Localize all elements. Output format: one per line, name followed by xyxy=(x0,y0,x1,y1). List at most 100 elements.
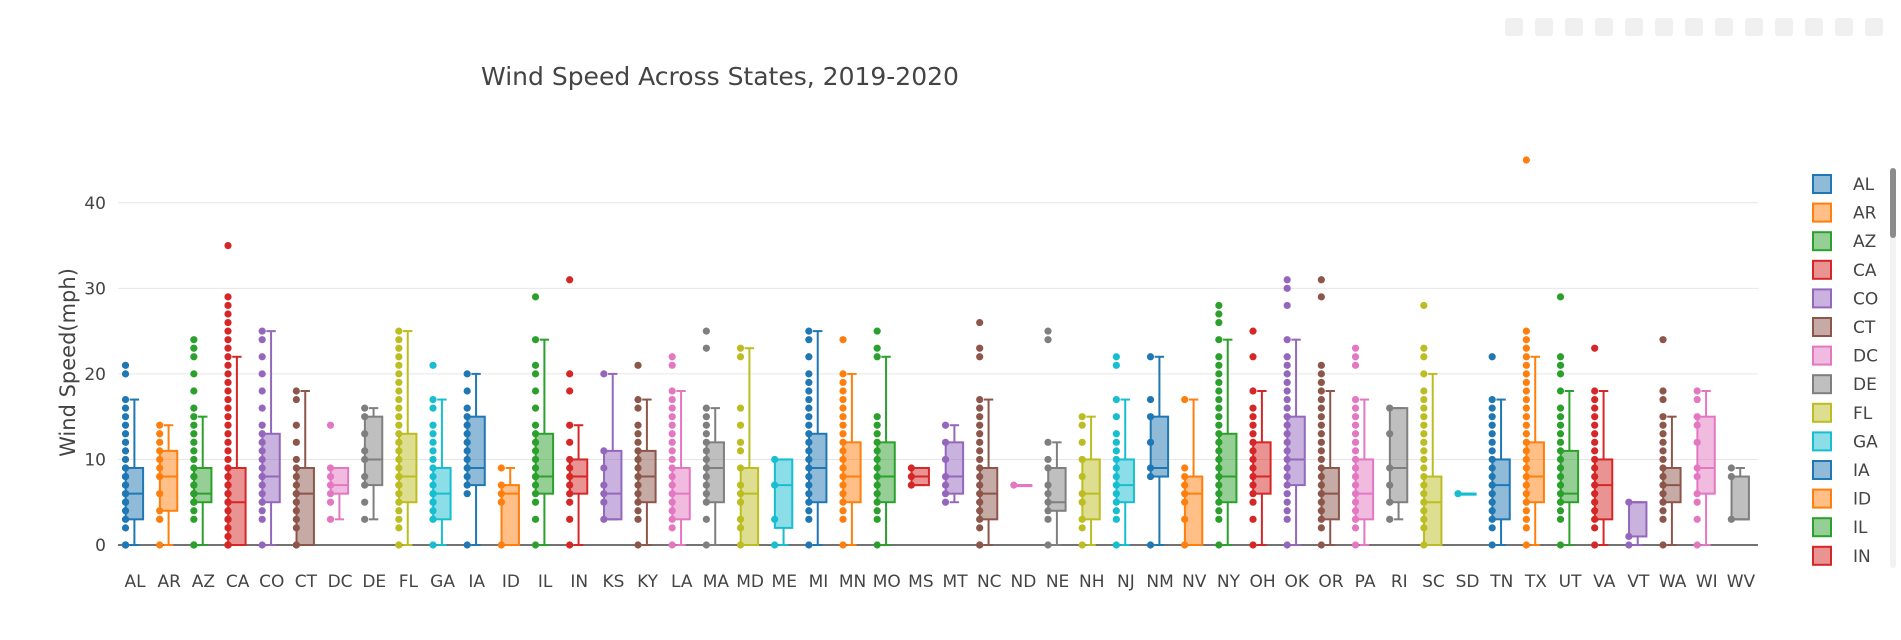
reset-axes-icon[interactable] xyxy=(1745,18,1763,36)
zoom-in-icon[interactable] xyxy=(1655,18,1673,36)
data-point xyxy=(839,438,847,446)
box-select-icon[interactable] xyxy=(1595,18,1613,36)
hover-compare-icon[interactable] xyxy=(1835,18,1853,36)
data-point xyxy=(224,421,232,429)
data-point xyxy=(429,421,437,429)
camera-icon[interactable] xyxy=(1505,18,1523,36)
data-point xyxy=(395,336,403,344)
data-point xyxy=(1283,481,1291,489)
data-point xyxy=(634,498,642,506)
data-point xyxy=(1078,472,1086,481)
data-point xyxy=(634,490,642,498)
data-point xyxy=(1317,472,1325,481)
data-point xyxy=(976,464,984,472)
pan-icon[interactable] xyxy=(1565,18,1583,36)
data-point xyxy=(976,541,984,549)
data-point xyxy=(1215,541,1223,549)
data-point xyxy=(224,378,232,387)
data-point xyxy=(839,464,847,472)
data-point xyxy=(292,541,300,549)
data-point xyxy=(1283,378,1291,387)
legend-scrollbar[interactable] xyxy=(1890,168,1896,568)
data-point xyxy=(1420,430,1428,438)
x-tick-label: NE xyxy=(1046,572,1069,592)
plotly-logo-icon[interactable] xyxy=(1865,18,1883,36)
data-point xyxy=(1693,464,1701,472)
data-point xyxy=(1659,447,1667,455)
data-point xyxy=(805,395,813,404)
data-point xyxy=(395,472,403,481)
data-point xyxy=(395,438,403,446)
data-point xyxy=(839,541,847,549)
data-point xyxy=(224,438,232,446)
box-iqr xyxy=(842,441,862,504)
data-point xyxy=(429,498,437,506)
data-point xyxy=(976,404,984,412)
data-point xyxy=(566,515,574,523)
modebar-toolbar[interactable] xyxy=(1505,18,1883,36)
x-tick-label: MO xyxy=(873,572,901,592)
data-point xyxy=(1283,541,1291,549)
legend-scrollbar-thumb[interactable] xyxy=(1890,168,1896,238)
legend-item-label: IN xyxy=(1853,547,1871,567)
data-point xyxy=(1420,413,1428,421)
box-iqr xyxy=(1081,458,1101,521)
box-trace-ca xyxy=(224,241,247,549)
data-point xyxy=(1420,498,1428,506)
box-trace-il xyxy=(531,293,555,549)
data-point xyxy=(566,481,574,489)
data-point xyxy=(258,438,266,446)
data-point xyxy=(1591,430,1599,438)
hover-closest-icon[interactable] xyxy=(1805,18,1823,36)
data-point xyxy=(1556,430,1565,438)
data-point xyxy=(1215,438,1223,446)
data-point xyxy=(121,438,130,446)
data-point xyxy=(1625,498,1633,506)
data-point xyxy=(634,515,642,523)
zoom-out-icon[interactable] xyxy=(1685,18,1703,36)
data-point xyxy=(1283,284,1291,292)
zoom-icon[interactable] xyxy=(1535,18,1553,36)
data-point xyxy=(839,472,847,481)
data-point xyxy=(1317,387,1325,395)
data-point xyxy=(1522,498,1530,506)
data-point xyxy=(1522,430,1530,438)
box-trace-ms xyxy=(907,464,930,489)
data-point xyxy=(805,421,813,429)
data-point xyxy=(1215,310,1223,318)
x-tick-label: IN xyxy=(570,572,588,592)
box-iqr xyxy=(1491,458,1511,521)
data-point xyxy=(1010,481,1018,489)
data-point xyxy=(1351,524,1360,532)
data-point xyxy=(1317,413,1325,421)
box-trace-or xyxy=(1317,276,1340,549)
spike-lines-icon[interactable] xyxy=(1775,18,1793,36)
data-point xyxy=(497,490,505,498)
autoscale-icon[interactable] xyxy=(1715,18,1733,36)
data-point xyxy=(1420,481,1428,489)
data-point xyxy=(224,361,232,369)
data-point xyxy=(292,507,300,515)
legend-item-label: DC xyxy=(1853,347,1878,367)
lasso-icon[interactable] xyxy=(1625,18,1643,36)
data-point xyxy=(395,507,403,515)
data-point xyxy=(531,430,540,438)
data-point xyxy=(531,472,540,481)
data-point xyxy=(1317,438,1325,446)
data-point xyxy=(736,481,745,489)
x-tick-label: AZ xyxy=(192,572,215,592)
data-point xyxy=(566,541,574,549)
data-point xyxy=(1556,361,1565,369)
data-point xyxy=(1351,361,1360,369)
data-point xyxy=(1693,387,1701,395)
data-point xyxy=(1420,438,1428,446)
data-point xyxy=(156,438,164,446)
data-point xyxy=(121,507,130,515)
y-tick-label: 20 xyxy=(84,365,106,385)
data-point xyxy=(1215,472,1223,481)
data-point xyxy=(1556,481,1565,489)
data-point xyxy=(395,370,403,378)
data-point xyxy=(873,421,881,429)
data-point xyxy=(395,430,403,438)
data-point xyxy=(1556,413,1565,421)
